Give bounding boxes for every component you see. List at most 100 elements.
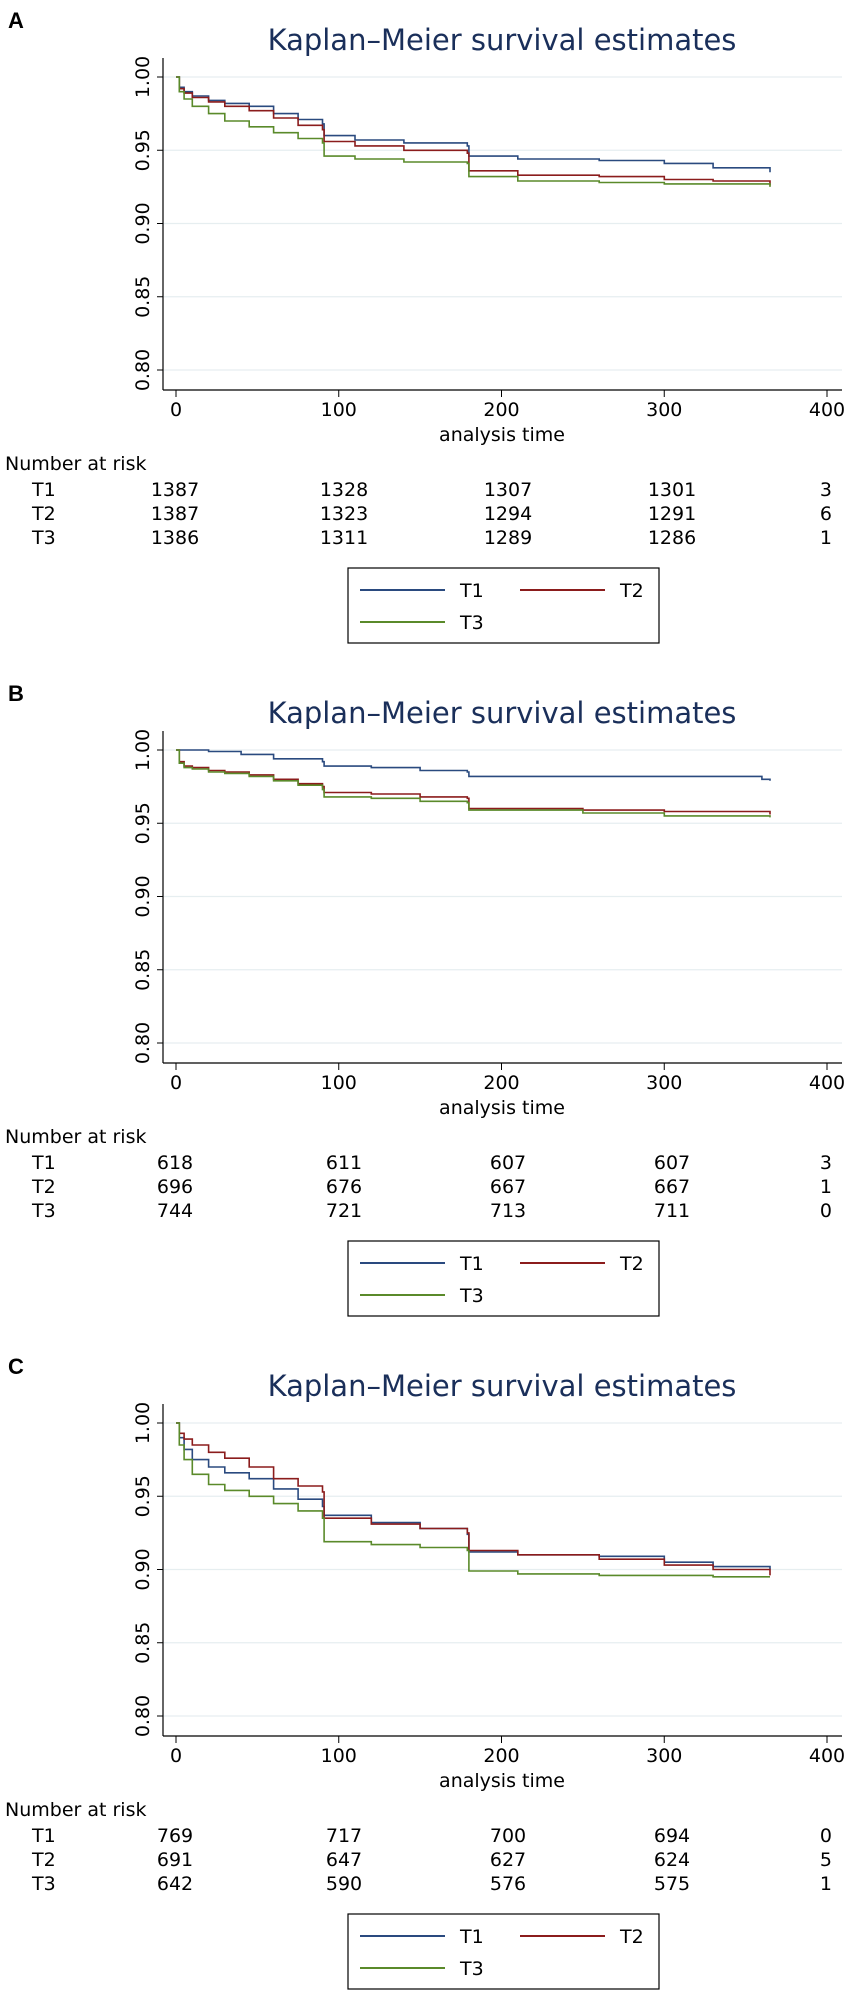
risk-value: 1387 [151, 479, 199, 501]
series-line-t2 [176, 1422, 771, 1576]
risk-row-label: T1 [31, 479, 56, 501]
risk-value: 575 [654, 1873, 690, 1895]
risk-value: 691 [157, 1849, 193, 1871]
legend: T1 T2 T3 [347, 1913, 660, 1990]
risk-value: 1286 [648, 527, 696, 549]
risk-value: 667 [654, 1176, 690, 1198]
risk-value: 590 [326, 1873, 362, 1895]
risk-value: 1289 [484, 527, 532, 549]
risk-row-label: T2 [31, 1176, 56, 1198]
risk-value: 3 [820, 479, 832, 501]
legend-label-t1: T1 [459, 1926, 484, 1948]
risk-value: 696 [157, 1176, 193, 1198]
y-tick-label: 0.90 [132, 1548, 154, 1590]
x-tick-label: 400 [809, 399, 845, 421]
risk-value: 1 [820, 1176, 832, 1198]
risk-value: 769 [157, 1825, 193, 1847]
risk-value: 676 [326, 1176, 362, 1198]
risk-value: 717 [326, 1825, 362, 1847]
chart-title: Kaplan–Meier survival estimates [268, 696, 737, 730]
risk-table-heading: Number at risk [5, 1799, 147, 1821]
series-line-t3 [176, 76, 771, 187]
risk-row-label: T1 [31, 1152, 56, 1174]
risk-value: 694 [654, 1825, 690, 1847]
chart-title: Kaplan–Meier survival estimates [268, 23, 737, 57]
legend-label-t1: T1 [459, 580, 484, 602]
risk-value: 607 [490, 1152, 526, 1174]
risk-value: 1 [820, 527, 832, 549]
x-axis-label: analysis time [439, 424, 565, 446]
risk-value: 3 [820, 1152, 832, 1174]
series-line-t1 [176, 76, 771, 173]
y-tick-label: 0.80 [132, 1022, 154, 1064]
series-line-t1 [176, 749, 771, 781]
series-line-t3 [176, 1422, 770, 1578]
y-tick-label: 0.90 [132, 202, 154, 244]
legend-box [347, 1240, 660, 1317]
panel-a: A Kaplan–Meier survival estimates 1.00 0.95… [5, 8, 845, 644]
risk-row-label: T3 [31, 527, 56, 549]
x-tick-label: 200 [483, 399, 519, 421]
y-tick-label: 0.80 [132, 1695, 154, 1737]
risk-value: 1301 [648, 479, 696, 501]
x-tick-label: 300 [646, 1745, 682, 1767]
y-tick-label: 0.95 [132, 1475, 154, 1517]
y-tick-label: 1.00 [132, 56, 154, 98]
series-line-t2 [176, 76, 771, 186]
risk-value: 1311 [320, 527, 368, 549]
legend-label-t3: T3 [459, 1958, 484, 1980]
y-tick-label: 0.95 [132, 802, 154, 844]
legend-label-t1: T1 [459, 1253, 484, 1275]
y-tick-label: 1.00 [132, 1402, 154, 1444]
legend-label-t2: T2 [619, 1926, 644, 1948]
legend: T1 T2 T3 [347, 567, 660, 644]
risk-value: 5 [820, 1849, 832, 1871]
panel-c: C Kaplan–Meier survival estimates 1.00 0.95… [5, 1354, 845, 1990]
risk-value: 618 [157, 1152, 193, 1174]
legend-label-t3: T3 [459, 1285, 484, 1307]
legend-box [347, 1913, 660, 1990]
risk-value: 1328 [320, 479, 368, 501]
risk-value: 611 [326, 1152, 362, 1174]
risk-table-heading: Number at risk [5, 453, 147, 475]
risk-value: 744 [157, 1200, 193, 1222]
chart-title: Kaplan–Meier survival estimates [268, 1369, 737, 1403]
risk-value: 647 [326, 1849, 362, 1871]
x-tick-label: 100 [321, 1745, 357, 1767]
risk-value: 1323 [320, 503, 368, 525]
y-tick-label: 0.95 [132, 129, 154, 171]
y-tick-label: 1.00 [132, 729, 154, 771]
y-tick-label: 0.85 [132, 949, 154, 991]
risk-row-label: T2 [31, 1849, 56, 1871]
legend-label-t2: T2 [619, 580, 644, 602]
risk-value: 667 [490, 1176, 526, 1198]
legend-box [347, 567, 660, 644]
risk-row-label: T3 [31, 1200, 56, 1222]
risk-value: 576 [490, 1873, 526, 1895]
risk-value: 627 [490, 1849, 526, 1871]
y-tick-label: 0.90 [132, 875, 154, 917]
y-tick-label: 0.80 [132, 349, 154, 391]
risk-value: 1307 [484, 479, 532, 501]
x-tick-label: 100 [321, 399, 357, 421]
risk-value: 6 [820, 503, 832, 525]
risk-value: 0 [820, 1825, 832, 1847]
risk-value: 713 [490, 1200, 526, 1222]
x-axis-label: analysis time [439, 1770, 565, 1792]
risk-value: 607 [654, 1152, 690, 1174]
x-tick-label: 300 [646, 399, 682, 421]
x-tick-label: 400 [809, 1745, 845, 1767]
risk-row-label: T2 [31, 503, 56, 525]
risk-row-label: T3 [31, 1873, 56, 1895]
risk-value: 700 [490, 1825, 526, 1847]
risk-value: 624 [654, 1849, 690, 1871]
legend-label-t3: T3 [459, 612, 484, 634]
panel-letter: C [8, 1354, 24, 1379]
risk-value: 1294 [484, 503, 532, 525]
risk-table-heading: Number at risk [5, 1126, 147, 1148]
x-axis-label: analysis time [439, 1097, 565, 1119]
x-tick-label: 400 [809, 1072, 845, 1094]
y-tick-label: 0.85 [132, 1622, 154, 1664]
risk-value: 1387 [151, 503, 199, 525]
